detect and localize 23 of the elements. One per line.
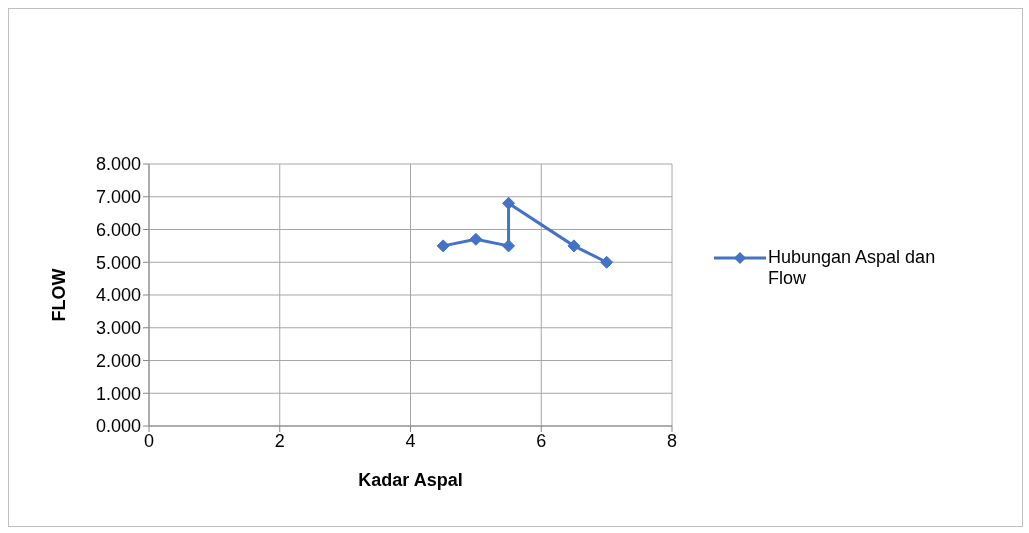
x-tick-label: 2 bbox=[274, 430, 285, 451]
point bbox=[502, 196, 516, 210]
point bbox=[469, 232, 483, 246]
x-axis-title: Kadar Aspal bbox=[358, 470, 463, 490]
y-tick-label: 5.000 bbox=[95, 252, 141, 273]
x-tick-label: 6 bbox=[536, 430, 547, 451]
y-tick-label: 2.000 bbox=[95, 350, 141, 371]
x-tick-label: 0 bbox=[143, 430, 155, 451]
point bbox=[502, 239, 516, 253]
y-tick-label: 8.000 bbox=[95, 154, 141, 175]
y-tick-label: 4.000 bbox=[95, 285, 141, 306]
y-tick-label: 0.000 bbox=[95, 416, 141, 437]
y-tick-label: 1.000 bbox=[95, 383, 141, 404]
x-tick-label: 4 bbox=[405, 430, 416, 451]
point bbox=[567, 239, 581, 253]
x-tick-label: 8 bbox=[666, 430, 678, 451]
legend-label: Hubungan Aspal dan Flow bbox=[768, 246, 937, 289]
point bbox=[436, 239, 450, 253]
y-tick-label: 3.000 bbox=[95, 318, 141, 339]
y-axis-title: FLOW bbox=[49, 268, 70, 322]
point bbox=[600, 255, 614, 269]
y-tick-label: 7.000 bbox=[95, 187, 141, 208]
y-tick-label: 6.000 bbox=[95, 219, 141, 240]
